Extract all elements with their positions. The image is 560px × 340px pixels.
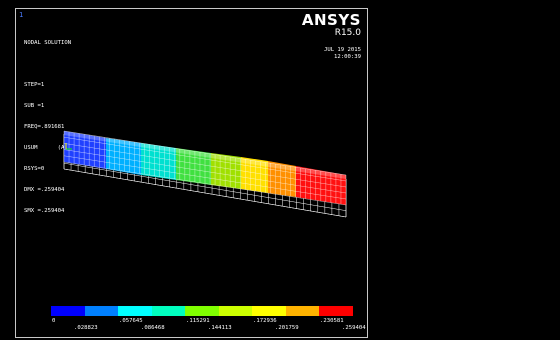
legend-swatch [185,306,219,316]
info-line: NODAL SOLUTION [24,40,72,46]
info-line: STEP=1 [24,82,45,88]
info-line: RSYS=0 [24,166,45,172]
legend-swatch [252,306,286,316]
legend-swatch [285,306,319,316]
info-line: SMX =.259404 [24,208,65,214]
legend-swatch [218,306,252,316]
info-line: SUB =1 [24,103,45,109]
time-label: 12:00:39 [334,54,361,60]
legend-swatch [51,306,85,316]
window-number: 1 [19,11,24,19]
legend-top-label: .230581 [320,318,344,324]
version-label: R15.0 [334,28,361,38]
legend-bottom-label: .028823 [74,325,98,331]
solution-info: NODAL SOLUTION STEP=1 SUB =1 FREQ=.89168… [24,26,75,229]
legend-bottom-label: .259404 [342,325,366,331]
legend-swatch [118,306,152,316]
ansys-logo: ANSYS [301,11,361,29]
legend-top-label: 0 [52,318,56,324]
legend-bottom-label: .144113 [208,325,232,331]
legend-swatch [319,306,353,316]
deformed-beam-model[interactable] [16,9,369,339]
legend-top-label: .057645 [119,318,143,324]
info-line: FREQ=.891681 [24,124,65,130]
triad-marker [65,143,72,150]
graphics-viewport[interactable]: 1 NODAL SOLUTION STEP=1 SUB =1 FREQ=.891… [15,8,368,338]
wireframe-overlay [63,130,347,206]
info-line: DMX =.259404 [24,187,65,193]
legend-top-label: .172936 [253,318,277,324]
legend-swatch [151,306,185,316]
legend-top-label: .115291 [186,318,210,324]
date-label: JUL 19 2015 [323,47,361,53]
legend-bottom-label: .201759 [275,325,299,331]
legend-swatch [84,306,118,316]
legend-bottom-label: .086468 [141,325,165,331]
color-legend [51,306,353,316]
